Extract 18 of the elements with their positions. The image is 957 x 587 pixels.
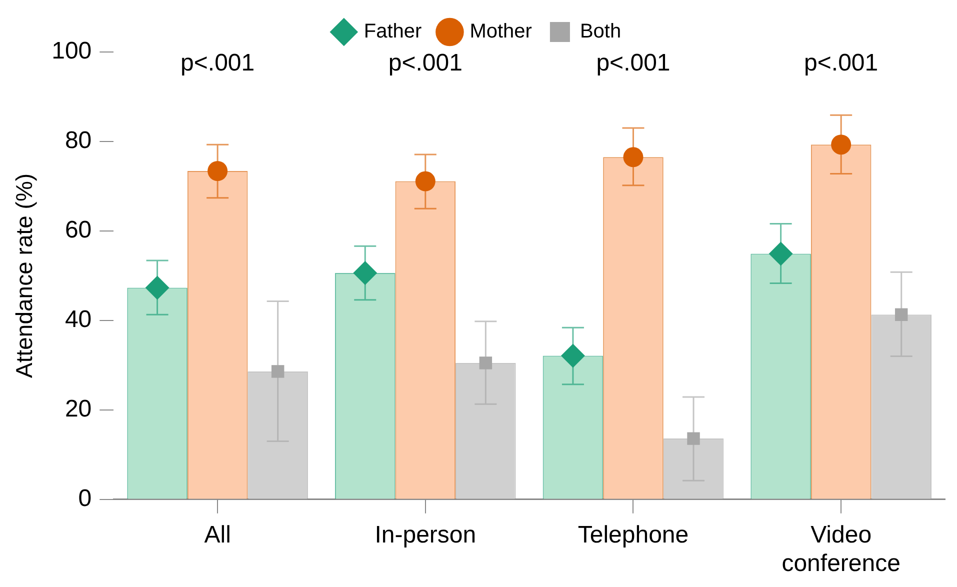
x-tick-label: In-person	[374, 521, 476, 548]
y-tick-label: 0	[78, 485, 92, 512]
legend-label: Father	[364, 20, 422, 43]
annotation: p<.001	[596, 50, 670, 77]
annotation: p<.001	[804, 50, 878, 77]
x-tick-label: All	[204, 521, 231, 548]
annotation: p<.001	[388, 50, 462, 77]
y-tick-label: 20	[64, 396, 92, 423]
x-tick-label: Video conference	[782, 521, 900, 578]
y-tick-label: 100	[52, 38, 92, 65]
annotation: p<.001	[180, 50, 255, 77]
legend-label: Mother	[470, 20, 532, 43]
y-tick-label: 60	[64, 216, 92, 244]
y-axis-title: Attendance rate (%)	[11, 173, 38, 378]
legend-label: Both	[580, 20, 622, 43]
x-tick-label: Telephone	[578, 521, 689, 548]
y-tick-label: 80	[64, 127, 92, 154]
y-tick-label: 40	[64, 306, 92, 334]
